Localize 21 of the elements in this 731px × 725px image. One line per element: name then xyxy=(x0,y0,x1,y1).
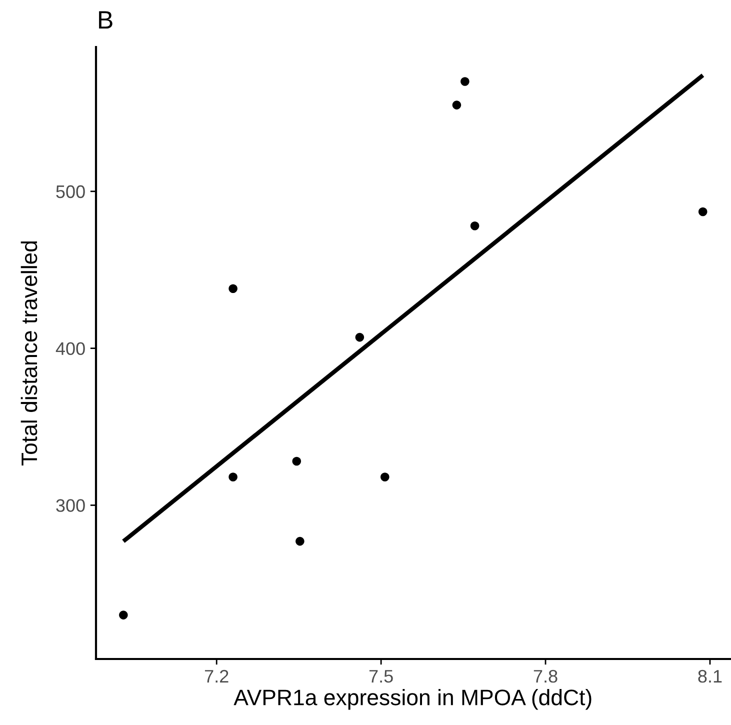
point xyxy=(698,207,708,216)
y-tick-label: 500 xyxy=(56,185,85,198)
y-tick-label: 300 xyxy=(56,499,85,512)
y-tick-label: 400 xyxy=(56,342,85,356)
x-tick-label: 7.8 xyxy=(534,670,558,683)
point xyxy=(380,472,390,482)
point xyxy=(292,456,302,466)
point xyxy=(460,77,470,86)
point xyxy=(296,536,304,546)
point xyxy=(452,100,462,110)
x-tick-label: 7.2 xyxy=(204,670,228,682)
point xyxy=(228,284,238,294)
point xyxy=(470,222,480,230)
y-axis-title: Total distance travelled xyxy=(20,241,38,466)
point xyxy=(119,610,128,620)
point xyxy=(355,332,364,342)
x-tick-label: 7.5 xyxy=(369,670,393,683)
chart-title: B xyxy=(99,11,112,28)
point xyxy=(228,472,238,482)
x-tick-label: 8.1 xyxy=(698,670,722,683)
x-axis-title: AVPR1a expression in MPOA (ddCt) xyxy=(234,689,592,710)
